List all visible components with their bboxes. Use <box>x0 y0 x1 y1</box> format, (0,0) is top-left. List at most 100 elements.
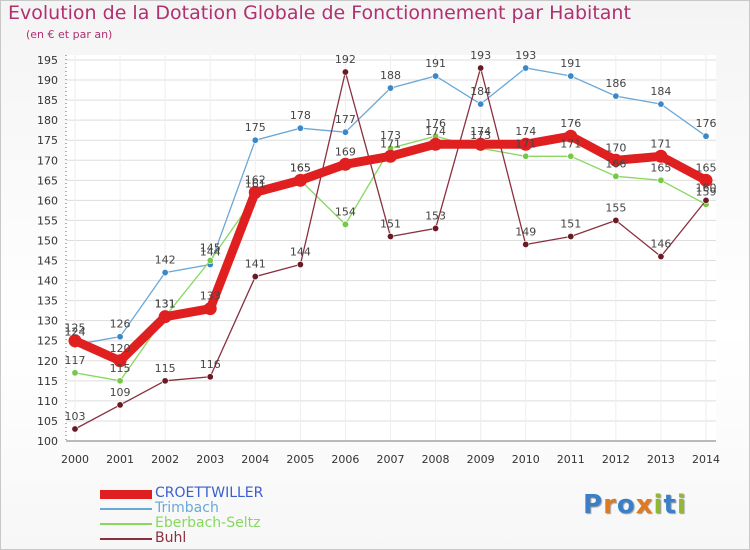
data-point <box>432 224 440 232</box>
y-tick-label: 165 <box>37 174 58 187</box>
data-label: 166 <box>605 157 626 170</box>
data-label: 191 <box>560 57 581 70</box>
data-label: 177 <box>335 113 356 126</box>
y-tick-label: 110 <box>37 395 58 408</box>
legend-swatch <box>100 508 152 510</box>
data-point <box>567 232 575 240</box>
data-point <box>477 100 485 108</box>
data-point <box>341 128 349 136</box>
data-point <box>71 425 79 433</box>
legend-swatch <box>100 523 152 525</box>
data-point <box>522 64 530 72</box>
legend-swatch <box>100 490 152 499</box>
data-label: 175 <box>245 121 266 134</box>
data-label: 191 <box>425 57 446 70</box>
data-label: 115 <box>110 362 131 375</box>
data-point <box>116 377 124 385</box>
data-label: 193 <box>470 49 491 62</box>
x-tick-label: 2005 <box>286 453 314 466</box>
y-tick-label: 135 <box>37 295 58 308</box>
legend-label: Buhl <box>155 530 187 546</box>
data-point <box>296 261 304 269</box>
x-tick-label: 2013 <box>647 453 675 466</box>
data-label: 146 <box>650 238 671 251</box>
data-label: 178 <box>290 109 311 122</box>
data-label: 103 <box>65 410 86 423</box>
data-point <box>567 72 575 80</box>
y-tick-label: 150 <box>37 234 58 247</box>
data-label: 165 <box>696 161 717 174</box>
data-label: 171 <box>515 137 536 150</box>
data-point <box>206 257 214 265</box>
data-point <box>206 373 214 381</box>
data-point <box>612 172 620 180</box>
data-label: 131 <box>155 298 176 311</box>
data-point <box>477 64 485 72</box>
data-label: 165 <box>650 161 671 174</box>
data-point <box>702 132 710 140</box>
data-point <box>657 100 665 108</box>
data-label: 193 <box>515 49 536 62</box>
data-point <box>519 137 533 151</box>
data-point <box>293 173 307 187</box>
data-label: 151 <box>380 217 401 230</box>
data-label: 192 <box>335 53 356 66</box>
data-label: 176 <box>560 117 581 130</box>
logo-letter: o <box>616 490 636 520</box>
data-point <box>248 185 262 199</box>
x-tick-label: 2008 <box>422 453 450 466</box>
data-label: 184 <box>470 85 491 98</box>
x-tick-label: 2003 <box>196 453 224 466</box>
x-tick-label: 2004 <box>241 453 269 466</box>
data-label: 151 <box>560 217 581 230</box>
x-tick-label: 2000 <box>61 453 89 466</box>
data-point <box>296 124 304 132</box>
x-tick-label: 2001 <box>106 453 134 466</box>
data-label: 144 <box>290 246 311 259</box>
data-label: 174 <box>470 125 491 138</box>
y-tick-label: 100 <box>37 435 58 448</box>
data-point <box>251 136 259 144</box>
y-tick-label: 180 <box>37 114 58 127</box>
data-point <box>203 302 217 316</box>
data-label: 153 <box>425 209 446 222</box>
data-label: 188 <box>380 69 401 82</box>
data-label: 161 <box>245 177 266 190</box>
y-tick-label: 115 <box>37 375 58 388</box>
data-label: 116 <box>200 358 221 371</box>
proxiti-logo: Proxiti <box>583 490 687 520</box>
data-point <box>338 157 352 171</box>
chart-subtitle: (en € et par an) <box>26 28 113 41</box>
data-point <box>386 232 394 240</box>
data-label: 131 <box>155 298 176 311</box>
data-point <box>386 84 394 92</box>
data-point <box>158 310 172 324</box>
data-label: 170 <box>605 141 626 154</box>
data-point <box>657 253 665 261</box>
data-label: 124 <box>65 326 86 339</box>
data-label: 171 <box>650 137 671 150</box>
data-label: 174 <box>515 125 536 138</box>
x-tick-label: 2010 <box>512 453 540 466</box>
data-point <box>341 220 349 228</box>
x-tick-label: 2011 <box>557 453 585 466</box>
data-label: 169 <box>335 145 356 158</box>
data-label: 133 <box>200 290 221 303</box>
data-point <box>474 137 488 151</box>
data-point <box>609 153 623 167</box>
data-label: 149 <box>515 225 536 238</box>
data-label: 173 <box>380 129 401 142</box>
data-label: 173 <box>470 129 491 142</box>
data-label: 142 <box>155 254 176 267</box>
logo-letter: r <box>603 490 617 520</box>
x-tick-label: 2009 <box>467 453 495 466</box>
y-tick-label: 140 <box>37 275 58 288</box>
data-label: 120 <box>110 342 131 355</box>
data-label: 117 <box>65 354 86 367</box>
data-label: 141 <box>245 258 266 271</box>
data-point <box>71 369 79 377</box>
data-label: 186 <box>605 77 626 90</box>
data-label: 109 <box>110 386 131 399</box>
data-point <box>161 377 169 385</box>
data-point <box>564 129 578 143</box>
